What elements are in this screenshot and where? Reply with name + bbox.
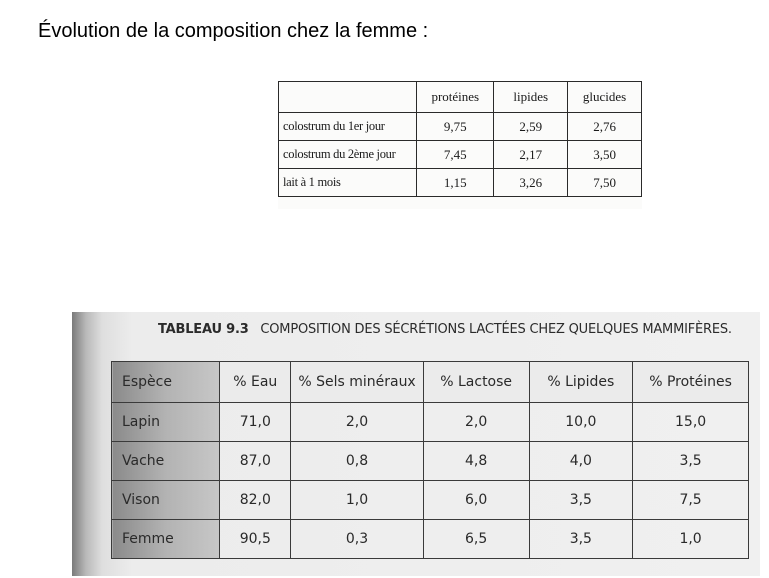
table-cell: 4,8: [422, 441, 530, 481]
table-caption: TABLEAU 9.3 COMPOSITION DES SÉCRÉTIONS L…: [158, 322, 732, 337]
header-cell-eau: % Eau: [219, 361, 292, 403]
header-cell-lactose: % Lactose: [422, 361, 530, 403]
table-cell: 3,5: [528, 480, 634, 520]
header-cell-sels-mineraux: % Sels minéraux: [290, 361, 424, 403]
table-cell: 0,3: [290, 519, 424, 559]
table-row: lait à 1 mois 1,15 3,26 7,50: [277, 168, 642, 197]
table-cell: 2,0: [290, 402, 424, 442]
table-cell: 3,50: [567, 140, 642, 169]
header-cell-lipides: lipides: [493, 81, 569, 113]
table-cell: 7,5: [632, 480, 749, 520]
table-cell: 9,75: [416, 112, 495, 141]
colostrum-table-container: protéines lipides glucides colostrum du …: [277, 81, 642, 209]
table-row: Vison 82,0 1,0 6,0 3,5 7,5: [110, 480, 749, 520]
table-cell: 7,50: [567, 168, 642, 197]
row-label: Femme: [110, 519, 221, 559]
scanned-page: TABLEAU 9.3 COMPOSITION DES SÉCRÉTIONS L…: [72, 312, 760, 576]
row-label: Vache: [110, 441, 221, 481]
colostrum-composition-table: protéines lipides glucides colostrum du …: [277, 81, 642, 197]
table-header-row: Espèce % Eau % Sels minéraux % Lactose %…: [110, 361, 749, 403]
table-row: Vache 87,0 0,8 4,8 4,0 3,5: [110, 441, 749, 481]
header-cell-empty: [277, 81, 418, 113]
header-cell-proteines: % Protéines: [632, 361, 749, 403]
table-cell: 15,0: [632, 402, 749, 442]
table-cell: 1,15: [416, 168, 495, 197]
table-row: Lapin 71,0 2,0 2,0 10,0 15,0: [110, 402, 749, 442]
table-cell: 6,5: [422, 519, 530, 559]
table-cell: 1,0: [632, 519, 749, 559]
table-cell: 2,76: [567, 112, 642, 141]
table-cell: 3,5: [632, 441, 749, 481]
table-cell: 0,8: [290, 441, 424, 481]
mammal-milk-composition-table: Espèce % Eau % Sels minéraux % Lactose %…: [110, 361, 749, 559]
table-cell: 90,5: [219, 519, 292, 559]
row-label: Vison: [110, 480, 221, 520]
table-row: colostrum du 1er jour 9,75 2,59 2,76: [277, 112, 642, 141]
table-row: colostrum du 2ème jour 7,45 2,17 3,50: [277, 140, 642, 169]
table-cell: 4,0: [528, 441, 634, 481]
header-cell-proteines: protéines: [416, 81, 495, 113]
table-cell: 71,0: [219, 402, 292, 442]
table-cell: 3,5: [528, 519, 634, 559]
page-heading: Évolution de la composition chez la femm…: [38, 20, 429, 42]
table-row: Femme 90,5 0,3 6,5 3,5 1,0: [110, 519, 749, 559]
table-cell: 2,17: [493, 140, 569, 169]
table-cell: 10,0: [528, 402, 634, 442]
table-caption-title: COMPOSITION DES SÉCRÉTIONS LACTÉES CHEZ …: [260, 322, 732, 337]
row-label: lait à 1 mois: [277, 168, 418, 197]
table-cell: 6,0: [422, 480, 530, 520]
table-header-row: protéines lipides glucides: [277, 81, 642, 113]
table-cell: 2,0: [422, 402, 530, 442]
header-cell-lipides: % Lipides: [528, 361, 634, 403]
table-cell: 87,0: [219, 441, 292, 481]
table-caption-number: TABLEAU 9.3: [158, 322, 249, 337]
header-cell-glucides: glucides: [567, 81, 642, 113]
table-cell: 7,45: [416, 140, 495, 169]
row-label: colostrum du 1er jour: [277, 112, 418, 141]
table-cell: 3,26: [493, 168, 569, 197]
table-cell: 82,0: [219, 480, 292, 520]
row-label: Lapin: [110, 402, 221, 442]
table-cell: 2,59: [493, 112, 569, 141]
row-label: colostrum du 2ème jour: [277, 140, 418, 169]
header-cell-espece: Espèce: [110, 361, 221, 403]
table-cell: 1,0: [290, 480, 424, 520]
